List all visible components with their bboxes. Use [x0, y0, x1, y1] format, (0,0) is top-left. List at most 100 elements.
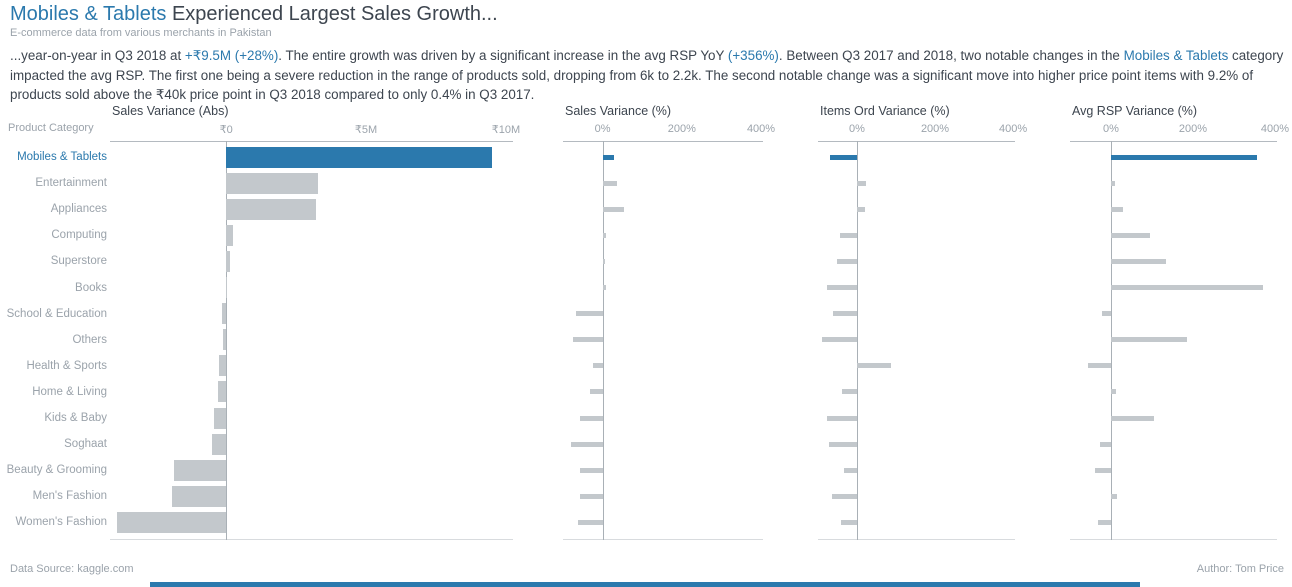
bar[interactable] — [832, 311, 857, 317]
bar[interactable] — [829, 154, 857, 160]
bar[interactable] — [1110, 180, 1116, 186]
narrative-segment: . Between Q3 2017 and 2018, two notable … — [778, 48, 1124, 63]
bar[interactable] — [857, 180, 866, 186]
bar[interactable] — [576, 311, 603, 317]
axis-tick-label: ₹0 — [219, 124, 233, 136]
bar[interactable] — [841, 389, 857, 395]
category-label[interactable]: Computing — [51, 229, 107, 242]
axis-line — [818, 141, 1015, 142]
chart-title: Sales Variance (%) — [565, 104, 672, 118]
bar[interactable] — [116, 511, 227, 533]
axis-tick-label: 400% — [746, 123, 776, 135]
bar[interactable] — [217, 381, 227, 403]
category-label[interactable]: Appliances — [50, 203, 107, 216]
bar[interactable] — [1110, 154, 1257, 160]
bar[interactable] — [580, 467, 603, 473]
page-title: Mobiles & Tablets Experienced Largest Sa… — [10, 3, 498, 26]
category-label[interactable]: Books — [75, 281, 107, 294]
bar[interactable] — [857, 206, 865, 212]
bar[interactable] — [578, 519, 603, 525]
category-label[interactable]: School & Education — [6, 307, 107, 320]
chart-title: Items Ord Variance (%) — [820, 104, 950, 118]
bar[interactable] — [592, 363, 603, 369]
bar[interactable] — [1110, 389, 1117, 395]
bar[interactable] — [602, 206, 624, 212]
narrative-segment: +₹9.5M (+28%) — [184, 48, 279, 63]
bar[interactable] — [1099, 441, 1111, 447]
axis-tick-label: ₹10M — [491, 124, 521, 136]
axis-bottom-line — [110, 539, 513, 540]
category-label[interactable]: Women's Fashion — [15, 516, 107, 529]
bar[interactable] — [1110, 493, 1118, 499]
bar[interactable] — [1102, 311, 1111, 317]
bar[interactable] — [857, 363, 891, 369]
bar[interactable] — [572, 337, 603, 343]
bar[interactable] — [839, 232, 857, 238]
bar[interactable] — [1110, 415, 1155, 421]
page-subtitle: E-commerce data from various merchants i… — [10, 27, 272, 39]
bar[interactable] — [213, 407, 227, 429]
bar[interactable] — [1110, 285, 1263, 291]
bar[interactable] — [1110, 232, 1150, 238]
axis-tick-label: 0% — [849, 123, 865, 135]
bar[interactable] — [832, 493, 857, 499]
axis-line — [110, 141, 513, 142]
category-label[interactable]: Health & Sports — [26, 359, 107, 372]
horizontal-scrollbar-thumb[interactable] — [150, 582, 1140, 587]
axis-bottom-line — [1070, 539, 1277, 540]
bar[interactable] — [602, 258, 605, 264]
narrative-segment: category impacted the avg RSP. The first… — [10, 48, 1284, 102]
bar[interactable] — [226, 198, 316, 220]
bar[interactable] — [602, 232, 606, 238]
bar[interactable] — [828, 441, 857, 447]
bar[interactable] — [1098, 519, 1111, 525]
bar[interactable] — [223, 329, 227, 351]
category-label[interactable]: Superstore — [50, 255, 107, 268]
bar[interactable] — [226, 277, 228, 299]
category-label[interactable]: Kids & Baby — [44, 412, 107, 424]
bar[interactable] — [1095, 467, 1111, 473]
bar[interactable] — [219, 355, 227, 377]
bar[interactable] — [821, 337, 857, 343]
category-label[interactable]: Others — [72, 333, 107, 346]
bar[interactable] — [836, 258, 857, 264]
bar[interactable] — [602, 180, 617, 186]
bar[interactable] — [580, 493, 603, 499]
bar[interactable] — [226, 146, 492, 168]
bar[interactable] — [602, 154, 614, 160]
axis-tick-label: 0% — [1103, 123, 1119, 135]
zero-line — [857, 141, 858, 540]
bar[interactable] — [1110, 337, 1187, 343]
bar[interactable] — [1110, 206, 1124, 212]
category-label[interactable]: Beauty & Grooming — [6, 464, 107, 477]
bar[interactable] — [212, 433, 227, 455]
category-label[interactable]: Entertainment — [35, 177, 107, 190]
axis-tick-label: 400% — [1260, 123, 1289, 135]
axis-tick-label: ₹5M — [354, 124, 378, 136]
axis-tick-label: 0% — [594, 123, 611, 135]
bar[interactable] — [590, 389, 603, 395]
bar[interactable] — [226, 172, 319, 194]
bar[interactable] — [840, 519, 857, 525]
bar[interactable] — [571, 441, 603, 447]
bar[interactable] — [171, 485, 227, 507]
bar[interactable] — [226, 224, 234, 246]
axis-line — [563, 141, 763, 142]
bar[interactable] — [826, 285, 857, 291]
category-label[interactable]: Home & Living — [32, 385, 107, 398]
bar[interactable] — [844, 467, 857, 473]
category-label[interactable]: Soghaat — [64, 438, 107, 451]
axis-tick-label: 200% — [1178, 123, 1208, 135]
category-label[interactable]: Mobiles & Tablets — [17, 151, 107, 163]
category-label[interactable]: Men's Fashion — [32, 490, 107, 503]
bar[interactable] — [221, 303, 227, 325]
bar[interactable] — [1087, 363, 1111, 369]
author-label: Author: Tom Price — [1196, 563, 1284, 575]
bar[interactable] — [226, 250, 231, 272]
bar[interactable] — [826, 415, 857, 421]
chart-title: Avg RSP Variance (%) — [1072, 104, 1198, 118]
bar[interactable] — [602, 285, 606, 291]
bar[interactable] — [174, 459, 227, 481]
bar[interactable] — [580, 415, 603, 421]
bar[interactable] — [1110, 258, 1167, 264]
